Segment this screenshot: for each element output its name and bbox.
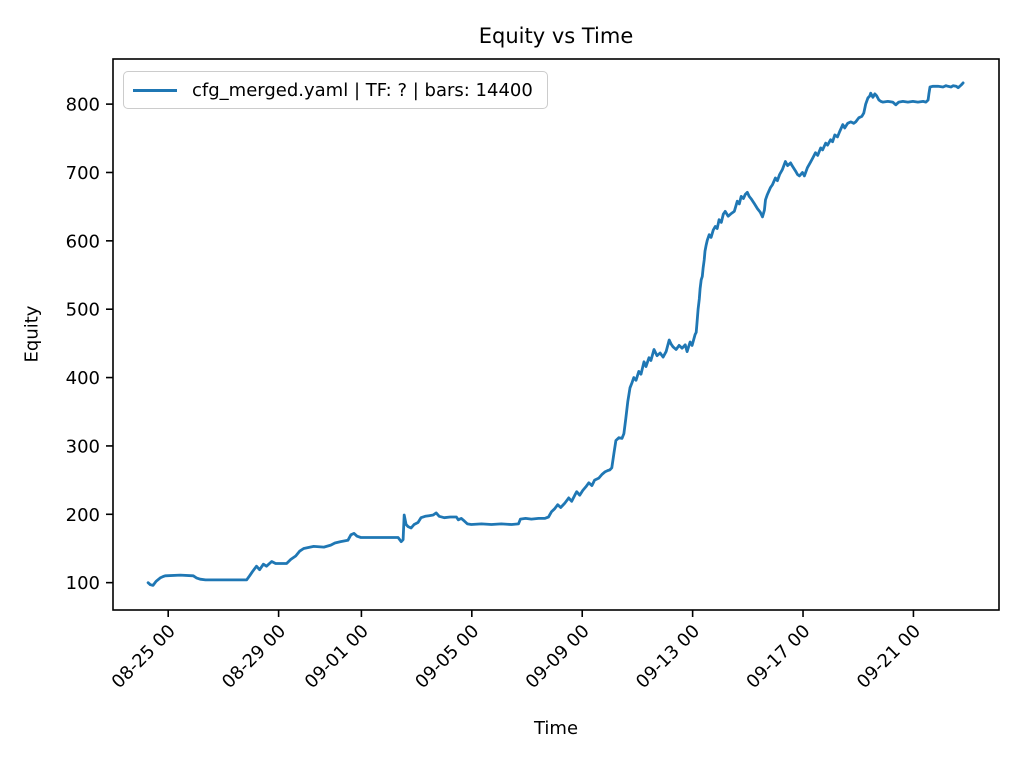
y-tick-label: 800 — [66, 95, 100, 116]
legend-label: cfg_merged.yaml | TF: ? | bars: 14400 — [192, 79, 533, 101]
x-tick-label: 08-29 00 — [218, 621, 290, 693]
y-tick-label: 700 — [66, 163, 100, 184]
y-tick-label: 300 — [66, 436, 100, 457]
y-tick-label: 200 — [66, 505, 100, 526]
x-tick-label: 09-13 00 — [632, 621, 704, 693]
axes-spines — [112, 58, 1000, 611]
x-tick-label: 09-17 00 — [742, 621, 814, 693]
x-tick-label: 08-25 00 — [108, 621, 180, 693]
legend-line-swatch — [133, 88, 177, 92]
x-tick-label: 09-21 00 — [853, 621, 925, 693]
chart-title: Equity vs Time — [478, 24, 634, 48]
y-tick-label: 400 — [66, 368, 100, 389]
y-tick-label: 100 — [66, 573, 100, 594]
x-tick-label: 09-09 00 — [522, 621, 594, 693]
x-axis-label: Time — [533, 718, 579, 739]
y-tick-label: 600 — [66, 231, 100, 252]
equity-line — [146, 81, 965, 587]
y-axis-label: Equity — [21, 305, 43, 363]
y-tick-label: 500 — [66, 300, 100, 321]
x-tick-label: 09-05 00 — [411, 621, 483, 693]
legend: cfg_merged.yaml | TF: ? | bars: 14400 — [123, 71, 548, 109]
x-tick-label: 09-01 00 — [301, 621, 373, 693]
